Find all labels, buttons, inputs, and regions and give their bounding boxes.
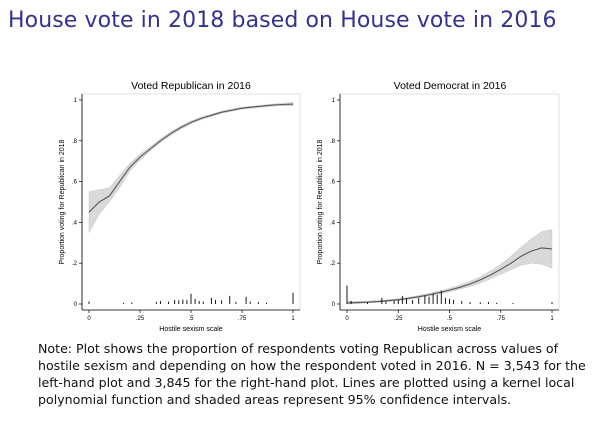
y-axis-label: Proportion voting for Republican in 2018	[317, 139, 324, 264]
x-tick-label: .25	[394, 316, 403, 322]
x-tick-label: 0	[345, 316, 349, 322]
chart-panel-1: Voted Republican in 2016 0 .2 .4 .6 .8 1 0 .25 .5…	[59, 80, 301, 333]
y-tick-label: 1	[74, 98, 78, 104]
y-tick-label: .8	[330, 139, 336, 145]
plot-frame	[339, 93, 560, 311]
x-tick-label: 1	[550, 316, 554, 322]
y-tick-label: .2	[330, 261, 336, 267]
y-tick-label: 1	[332, 98, 336, 104]
y-tick-label: .4	[330, 220, 336, 226]
plot-frame	[81, 93, 301, 311]
fit-line	[88, 103, 294, 213]
chart-title: Voted Republican in 2016	[131, 80, 251, 92]
x-axis-label: Hostile sexism scale	[418, 326, 482, 333]
figure-note: Note: Plot shows the proportion of respo…	[38, 341, 586, 407]
chart-panel-2: Voted Democrat in 2016 0 .2 .4 .6 .8 1 0 .25 .5 .7…	[317, 80, 560, 333]
y-tick-label: 0	[332, 302, 336, 308]
y-tick-label: .4	[72, 220, 78, 226]
x-tick-label: .25	[136, 316, 145, 322]
x-tick-label: 1	[291, 316, 295, 322]
x-tick-label: .75	[238, 316, 247, 322]
y-tick-label: .8	[72, 139, 78, 145]
y-tick-label: 0	[74, 302, 78, 308]
y-axis-label: Proportion voting for Republican in 2018	[59, 139, 66, 264]
y-tick-label: .6	[330, 180, 336, 186]
x-tick-label: 0	[87, 316, 91, 322]
y-tick-label: .2	[72, 261, 78, 267]
x-tick-label: .5	[188, 316, 194, 322]
x-tick-label: .75	[497, 316, 506, 322]
confidence-band	[346, 229, 553, 305]
fit-line	[346, 247, 553, 304]
y-tick-label: .6	[72, 180, 78, 186]
x-axis-label: Hostile sexism scale	[159, 326, 223, 333]
x-tick-label: .5	[447, 316, 453, 322]
chart-title: Voted Democrat in 2016	[394, 80, 507, 92]
slide-title: House vote in 2018 based on House vote i…	[8, 8, 557, 33]
